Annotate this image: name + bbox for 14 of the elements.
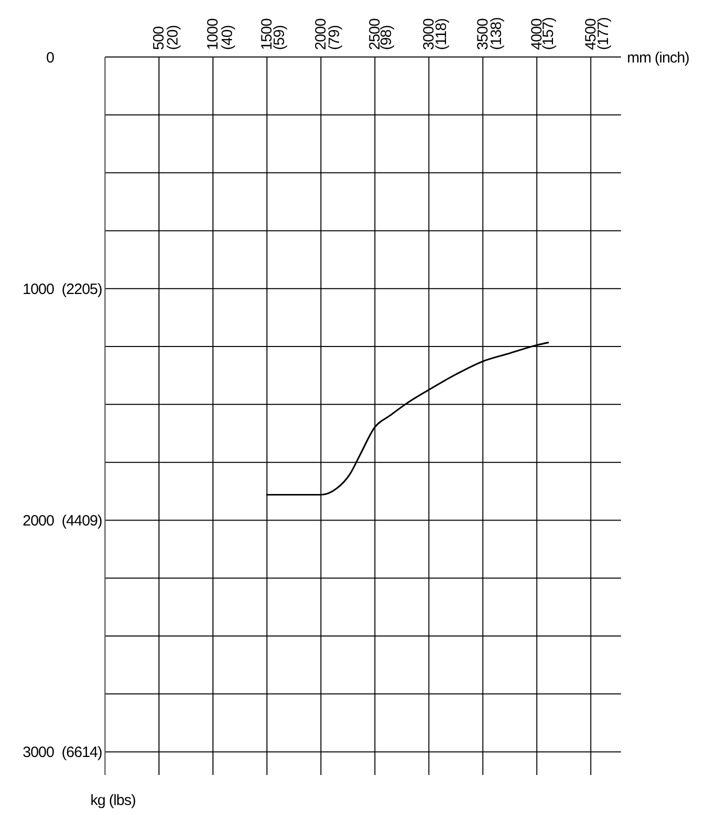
- x2-tick-label: (40): [219, 24, 236, 50]
- y-tick-label: 2000: [22, 512, 54, 530]
- y2-tick-label: (2205): [62, 280, 103, 298]
- x2-tick-label: (59): [271, 24, 288, 50]
- y2-tick-label: (4409): [62, 512, 103, 530]
- x-axis-title: mm (inch): [627, 49, 690, 66]
- y-tick-label: 0: [46, 49, 54, 66]
- x2-tick-label: (177): [594, 16, 612, 50]
- x-tick-label: 1000: [204, 18, 222, 50]
- y-tick-label: 1000: [22, 280, 54, 298]
- x2-tick-label: (118): [433, 18, 450, 50]
- text: kg (lbs): [90, 792, 136, 809]
- y-tick-label: 3000: [22, 744, 54, 762]
- y2-tick-label: (6614): [62, 744, 103, 762]
